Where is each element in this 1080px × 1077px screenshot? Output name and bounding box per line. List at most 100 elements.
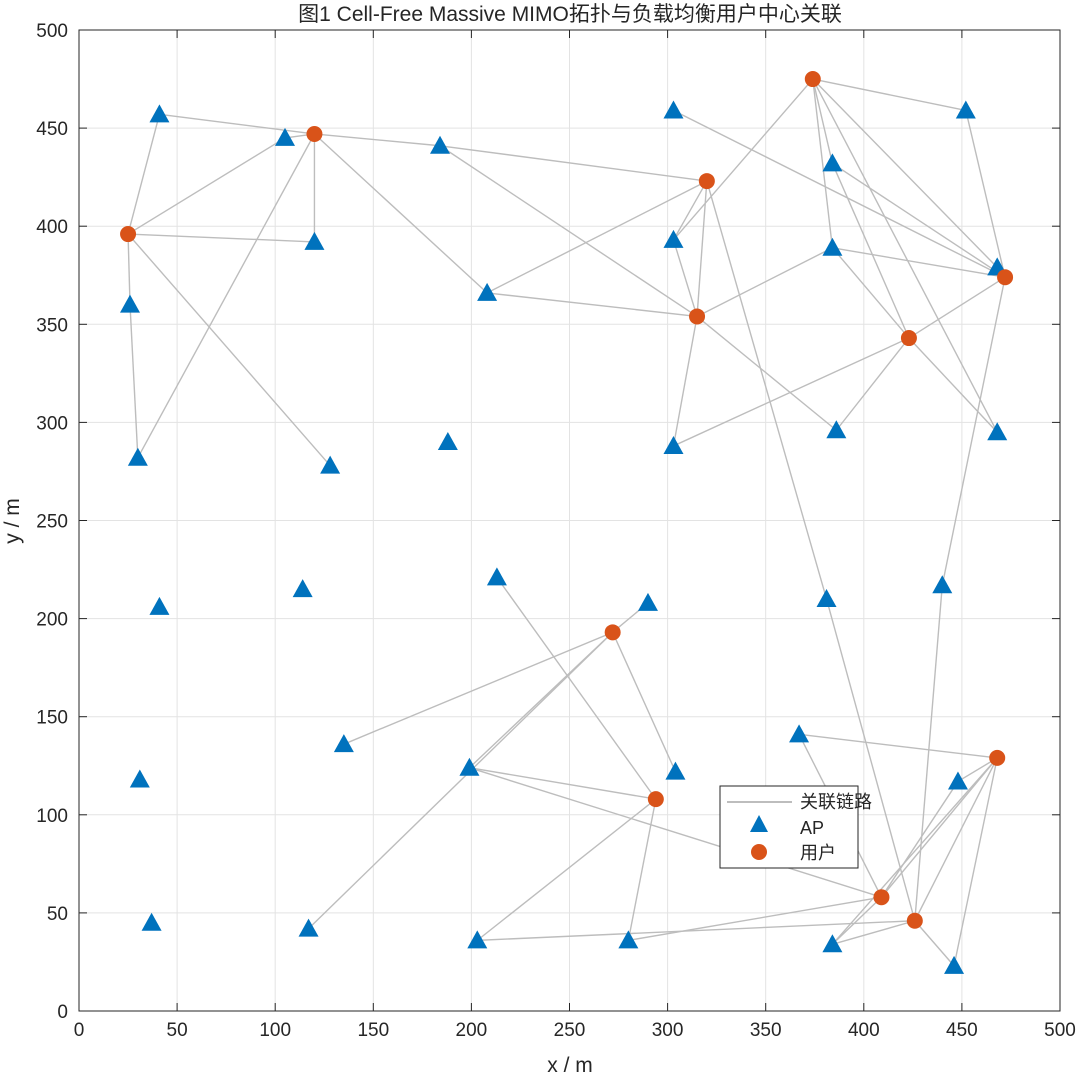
association-link — [476, 798, 657, 941]
association-link — [965, 110, 1006, 278]
ap-marker — [120, 294, 141, 313]
association-link — [343, 631, 613, 745]
y-tick-label: 0 — [57, 1002, 68, 1023]
axis-ticks: 0 50 100 150 200 250 300 350 400 450 500 0 50 100 150 2… — [36, 21, 1076, 1041]
user-marker — [906, 912, 923, 929]
association-link — [825, 598, 916, 921]
association-link — [696, 247, 833, 318]
y-tick-label: 150 — [36, 708, 68, 729]
association-link — [696, 181, 708, 317]
ap-marker — [637, 592, 658, 611]
association-link — [672, 316, 698, 447]
legend-ap-label: AP — [800, 818, 824, 838]
user-marker — [997, 269, 1014, 286]
association-link — [469, 767, 882, 898]
x-tick-label: 300 — [652, 1020, 684, 1041]
association-link — [439, 145, 698, 318]
y-axis-label: y / m — [1, 498, 24, 544]
association-link — [941, 277, 1006, 586]
ap-marker — [947, 771, 968, 790]
ap-marker — [663, 435, 684, 454]
association-link — [832, 162, 1006, 278]
x-tick-label: 100 — [259, 1020, 291, 1041]
ap-marker — [826, 420, 847, 439]
association-link — [812, 78, 834, 248]
ap-marker — [127, 447, 148, 466]
ap-marker — [618, 930, 639, 949]
legend-ap-swatch — [750, 815, 768, 832]
legend-user-label: 用户 — [800, 843, 836, 863]
association-link — [812, 78, 998, 433]
user-marker — [873, 889, 890, 906]
association-link — [127, 234, 131, 305]
association-link — [127, 137, 286, 235]
association-link — [673, 337, 910, 447]
y-tick-label: 500 — [36, 21, 68, 42]
y-tick-label: 400 — [36, 217, 68, 238]
ap-marker — [932, 575, 953, 594]
association-link — [477, 920, 915, 942]
association-link — [127, 114, 161, 235]
association-link — [673, 109, 1006, 278]
user-marker — [900, 330, 917, 347]
association-link — [127, 233, 331, 467]
chart-title: 图1 Cell-Free Massive MIMO拓扑与负载均衡用户中心关联 — [298, 3, 842, 26]
association-link — [137, 133, 316, 459]
ap-marker — [816, 588, 837, 607]
x-axis-label: x / m — [547, 1054, 593, 1077]
association-link — [696, 315, 837, 431]
y-tick-label: 200 — [36, 610, 68, 631]
ap-marker — [789, 724, 810, 743]
association-link — [439, 145, 707, 182]
association-link — [831, 247, 910, 339]
ap-marker — [663, 100, 684, 119]
association-link — [672, 180, 708, 241]
ap-marker — [149, 104, 170, 123]
ap-marker — [437, 432, 458, 451]
association-link — [469, 767, 656, 800]
y-tick-label: 350 — [36, 315, 68, 336]
legend-link-label: 关联链路 — [800, 792, 872, 812]
user-marker — [804, 71, 821, 88]
x-tick-label: 400 — [848, 1020, 880, 1041]
legend-user-swatch — [751, 844, 767, 860]
x-tick-label: 450 — [946, 1020, 978, 1041]
ap-marker — [663, 229, 684, 248]
x-tick-label: 250 — [554, 1020, 586, 1041]
ap-marker — [292, 579, 313, 598]
association-link — [706, 180, 828, 600]
association-link — [313, 133, 488, 294]
ap-marker — [298, 918, 319, 937]
y-tick-label: 250 — [36, 512, 68, 533]
association-link — [672, 239, 698, 317]
association-link — [831, 163, 910, 339]
user-marker — [647, 791, 664, 808]
association-link — [159, 113, 315, 135]
association-link — [487, 292, 698, 318]
association-link — [627, 798, 657, 941]
user-marker — [306, 125, 323, 142]
ap-marker — [955, 100, 976, 119]
association-link — [914, 920, 955, 967]
association-link — [914, 585, 943, 921]
y-tick-label: 450 — [36, 119, 68, 140]
association-link — [953, 757, 998, 967]
user-marker — [698, 173, 715, 190]
ap-marker — [822, 237, 843, 256]
association-link — [128, 233, 315, 243]
ap-marker — [275, 127, 296, 146]
association-link — [835, 337, 910, 431]
ap-marker — [149, 596, 170, 615]
association-links — [127, 78, 1006, 967]
association-link — [908, 276, 1006, 339]
ap-marker — [486, 567, 507, 586]
x-tick-label: 0 — [74, 1020, 85, 1041]
ap-marker — [129, 769, 150, 788]
y-tick-label: 100 — [36, 806, 68, 827]
association-link — [832, 920, 916, 945]
y-tick-label: 300 — [36, 413, 68, 434]
association-link — [308, 631, 614, 930]
ap-marker — [665, 761, 686, 780]
association-link — [612, 632, 677, 772]
